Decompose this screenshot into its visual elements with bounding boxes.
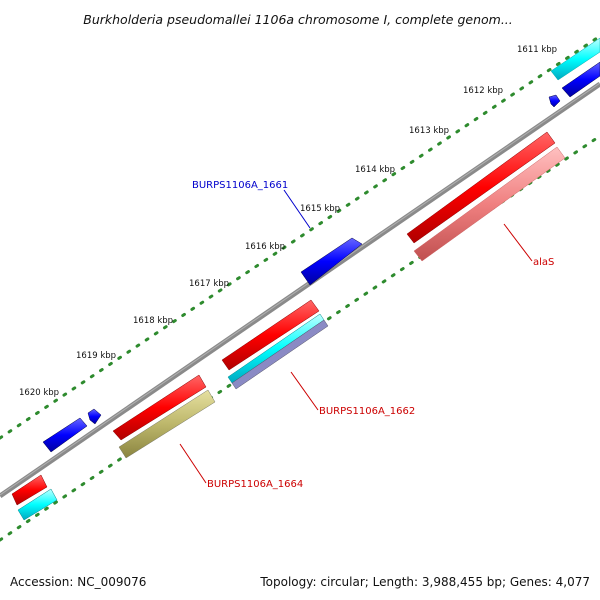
gene-label-alas[interactable]: alaS [533,257,554,268]
leader-line-1664 [179,443,207,484]
tick-label: 1611 kbp [517,45,557,55]
gene-feature-blue-small-left[interactable] [87,408,102,425]
outer-tick-track [0,34,600,440]
gene-feature-blue-small[interactable] [548,94,561,108]
gene-feature-alas[interactable] [406,131,556,244]
gene-feature-blue[interactable] [561,61,600,98]
tick-label: 1613 kbp [409,126,449,136]
gene-feature-olive-1664[interactable] [118,389,216,459]
leader-line-1661 [283,189,311,229]
tick-label: 1616 kbp [245,242,285,252]
tick-label: 1612 kbp [463,86,503,96]
gene-label-burps1106a-1664[interactable]: BURPS1106A_1664 [207,479,303,490]
tick-label: 1619 kbp [76,351,116,361]
genome-backbone [0,81,600,499]
gene-feature-cyan-left[interactable] [17,488,58,521]
tick-label: 1614 kbp [355,165,395,175]
tick-labels: 1611 kbp 1612 kbp 1613 kbp 1614 kbp 1615… [19,45,557,398]
gene-feature-alas-pink[interactable] [413,146,566,262]
leader-line-alas [503,223,533,262]
map-title: Burkholderia pseudomallei 1106a chromoso… [83,12,513,27]
gene-feature-red-left[interactable] [11,474,48,506]
gene-feature-burps1106a-1664[interactable] [112,374,207,441]
gene-feature-blue-left[interactable] [42,417,88,453]
gene-label-burps1106a-1661[interactable]: BURPS1106A_1661 [192,180,288,191]
tick-label: 1617 kbp [189,279,229,289]
gene-label-burps1106a-1662[interactable]: BURPS1106A_1662 [319,406,415,417]
tick-label: 1615 kbp [300,204,340,214]
gene-feature-purple-1662[interactable] [231,319,329,390]
genome-backbone-highlight [0,82,600,496]
topology-text: Topology: circular; Length: 3,988,455 bp… [259,575,590,589]
accession-text: Accession: NC_009076 [10,575,146,589]
gene-feature-burps1106a-1661[interactable] [300,237,363,286]
gene-feature-cyan[interactable] [550,37,600,81]
tick-label: 1618 kbp [133,316,173,326]
leader-line-1662 [290,371,319,411]
tick-label: 1620 kbp [19,388,59,398]
gene-feature-burps1106a-1662[interactable] [221,299,320,371]
